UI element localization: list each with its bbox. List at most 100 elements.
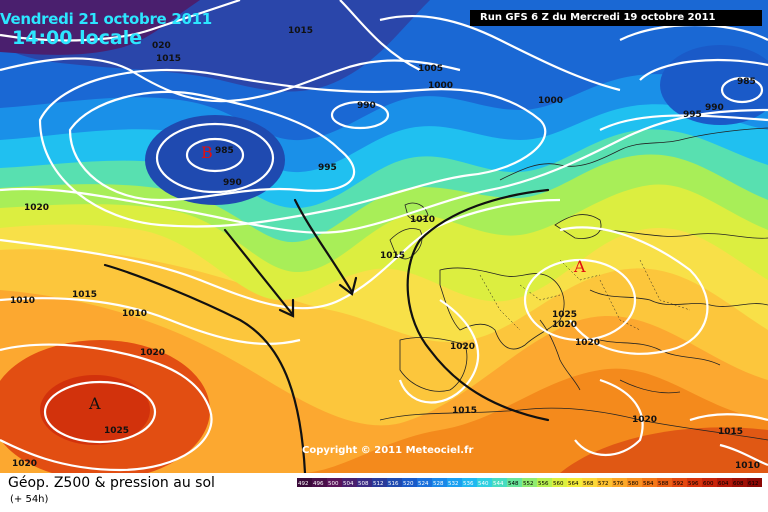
scale-label: 524	[418, 481, 429, 487]
scale-label: 588	[658, 481, 669, 487]
scale-swatch	[387, 478, 402, 487]
scale-label: 528	[433, 481, 444, 487]
scale-label: 556	[538, 481, 549, 487]
isobar-label: 1020	[575, 338, 600, 348]
scale-label: 592	[673, 481, 684, 487]
scale-swatch	[462, 478, 477, 487]
scale-label: 608	[733, 481, 744, 487]
scale-swatch	[522, 478, 537, 487]
isobar-label: 995	[318, 163, 337, 173]
isobar-label: 1010	[10, 296, 35, 306]
isobar-label: 1020	[140, 348, 165, 358]
isobar-label: 1020	[632, 415, 657, 425]
scale-swatch	[297, 478, 312, 487]
isobar-label: 990	[705, 103, 724, 113]
scale-label: 516	[388, 481, 399, 487]
scale-swatch	[657, 478, 672, 487]
color-scale: 492 496 500 504 508 512 516 520 524 528 532 536 540 5…	[297, 478, 762, 487]
copyright-notice: Copyright © 2011 Meteociel.fr	[302, 445, 474, 456]
high-center-marker-atlantic: A	[88, 394, 101, 413]
isobar-label: 1010	[122, 309, 147, 319]
coastlines	[379, 127, 768, 441]
scale-label: 500	[328, 481, 339, 487]
scale-swatch	[402, 478, 417, 487]
scale-label: 496	[313, 481, 324, 487]
scale-swatch	[372, 478, 387, 487]
scale-swatch	[672, 478, 687, 487]
scale-swatch	[327, 478, 342, 487]
isobar-label: 1015	[288, 26, 313, 36]
z500-low-core	[145, 115, 285, 205]
scale-label: 512	[373, 481, 384, 487]
z500-band-588	[560, 427, 768, 473]
scale-label: 584	[643, 481, 654, 487]
scale-label: 532	[448, 481, 459, 487]
scale-swatch	[552, 478, 567, 487]
footer-legend: Géop. Z500 & pression au sol (+ 54h) 492…	[0, 473, 768, 512]
scale-swatch	[342, 478, 357, 487]
scale-label: 604	[718, 481, 729, 487]
isobar-label: 995	[683, 110, 702, 120]
scale-label: 564	[568, 481, 579, 487]
scale-swatch	[687, 478, 702, 487]
scale-swatch	[567, 478, 582, 487]
isobar-label: 1010	[410, 215, 435, 225]
scale-label: 520	[403, 481, 414, 487]
scale-swatch	[702, 478, 717, 487]
low-center-marker: B	[201, 143, 213, 162]
isobar-label: 1025	[104, 426, 129, 436]
isobar-label: 1020	[24, 203, 49, 213]
isobar-label: 1015	[380, 251, 405, 261]
isobar-label: 985	[737, 77, 756, 87]
scale-label: 492	[298, 481, 309, 487]
valid-date: Vendredi 21 octobre 2011	[0, 10, 212, 28]
isobar-label: 1020	[450, 342, 475, 352]
isobar-label: 1000	[538, 96, 563, 106]
annotation-strokes	[103, 188, 550, 473]
isobar-label: 1020	[552, 320, 577, 330]
scale-swatch	[747, 478, 762, 487]
z500-map: 1015020101510051000990985990995100099598…	[0, 0, 768, 473]
isobars	[0, 0, 768, 472]
isobar-label: 1015	[156, 54, 181, 64]
isobar-label: 1005	[418, 64, 443, 74]
isobar-label: 990	[357, 101, 376, 111]
scale-label: 504	[343, 481, 354, 487]
scale-label: 544	[493, 481, 504, 487]
scale-swatch	[612, 478, 627, 487]
scale-swatch	[432, 478, 447, 487]
scale-label: 560	[553, 481, 564, 487]
isobar-label: 985	[215, 146, 234, 156]
lead-time: (+ 54h)	[10, 494, 49, 505]
isobar-label: 1015	[452, 406, 477, 416]
scale-swatch	[312, 478, 327, 487]
scale-label: 576	[613, 481, 624, 487]
scale-swatch	[732, 478, 747, 487]
scale-swatch	[582, 478, 597, 487]
scale-label: 536	[463, 481, 474, 487]
scale-swatch	[627, 478, 642, 487]
isobar-label: 020	[152, 41, 171, 51]
scale-label: 508	[358, 481, 369, 487]
isobar-label: 1020	[12, 459, 37, 469]
scale-swatch	[447, 478, 462, 487]
scale-label: 596	[688, 481, 699, 487]
field-label: Géop. Z500 & pression au sol	[8, 475, 215, 491]
scale-label: 572	[598, 481, 609, 487]
scale-swatch	[357, 478, 372, 487]
scale-label: 580	[628, 481, 639, 487]
isobar-label: 990	[223, 178, 242, 188]
scale-swatch	[537, 478, 552, 487]
scale-swatch	[642, 478, 657, 487]
z500-high-core-inner	[40, 375, 150, 445]
scale-label: 552	[523, 481, 534, 487]
scale-swatch	[417, 478, 432, 487]
scale-label: 548	[508, 481, 519, 487]
scale-swatch	[597, 478, 612, 487]
isobar-label: 1015	[72, 290, 97, 300]
valid-date-box: Vendredi 21 octobre 2011 14:00 locale	[0, 10, 212, 49]
scale-label: 612	[748, 481, 759, 487]
scale-label: 540	[478, 481, 489, 487]
scale-label: 600	[703, 481, 714, 487]
